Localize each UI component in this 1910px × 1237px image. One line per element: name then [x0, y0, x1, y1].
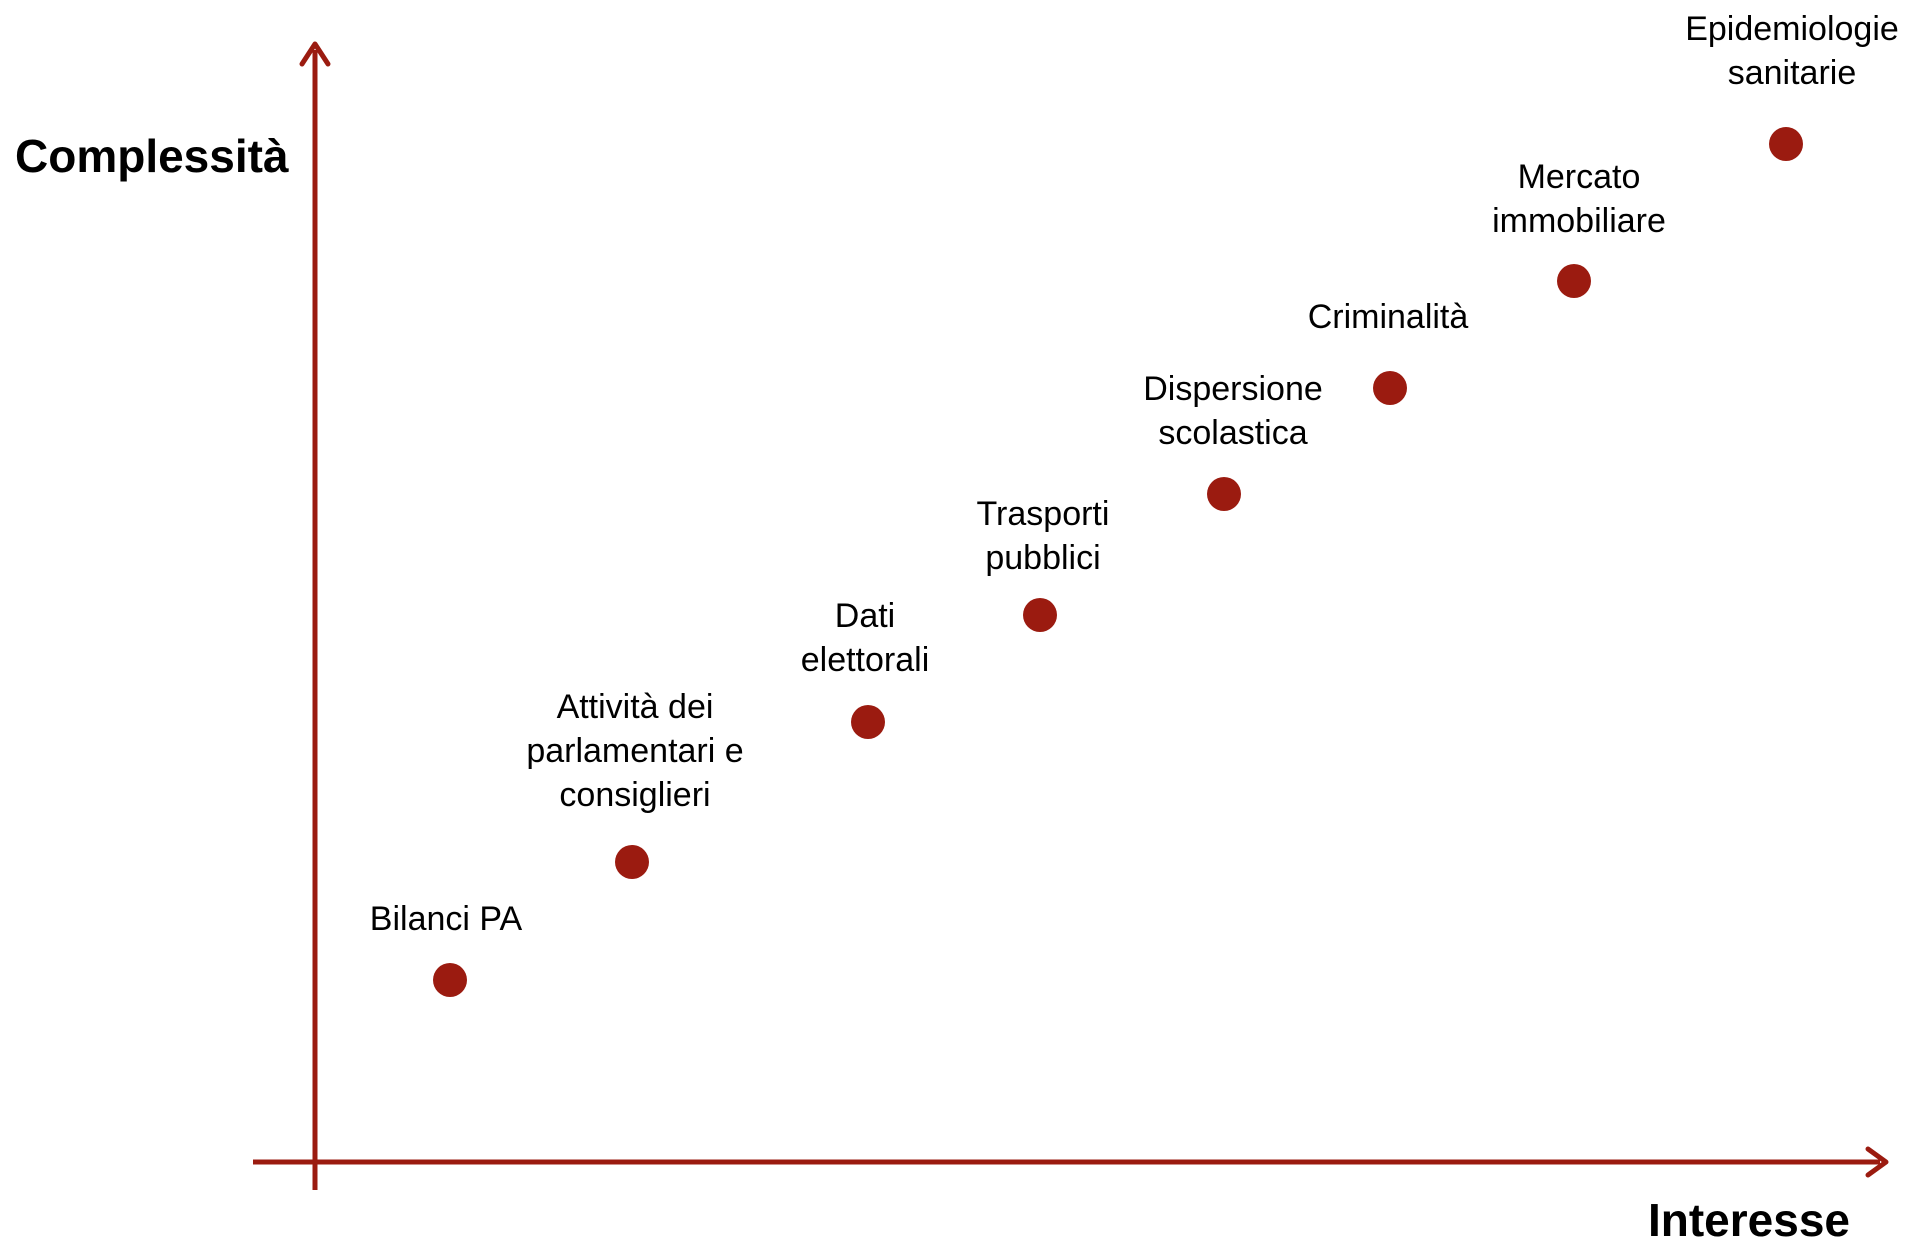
point-marker-criminalita: [1373, 371, 1407, 405]
point-label-trasporti-pubblici: Trasporti pubblici: [977, 495, 1110, 577]
point-label-epidemiologie-sanitarie: Epidemiologie sanitarie: [1685, 10, 1899, 92]
y-axis-title: Complessità: [15, 130, 289, 182]
y-axis-arrowhead: [299, 41, 331, 67]
point-label-line: Attività dei: [557, 688, 714, 726]
point-marker-trasporti-pubblici: [1023, 598, 1057, 632]
point-label-line: pubblici: [985, 539, 1100, 577]
point-label-line: sanitarie: [1728, 54, 1857, 92]
point-label-line: Mercato: [1518, 158, 1641, 196]
point-label-line: Criminalità: [1308, 298, 1469, 336]
point-label-line: Dati: [835, 597, 895, 635]
point-label-bilanci-pa: Bilanci PA: [370, 900, 523, 938]
point-label-line: elettorali: [801, 641, 930, 679]
point-label-line: Epidemiologie: [1685, 10, 1899, 48]
point-marker-mercato-immobiliare: [1557, 264, 1591, 298]
point-label-line: parlamentari e: [526, 732, 743, 770]
point-label-line: Dispersione: [1143, 370, 1323, 408]
point-label-dati-elettorali: Dati elettorali: [801, 597, 930, 679]
x-axis-title: Interesse: [1648, 1194, 1850, 1237]
point-label-dispersione-scolastica: Dispersione scolastica: [1143, 370, 1323, 452]
x-axis-arrowhead: [1865, 1146, 1889, 1178]
point-label-criminalita: Criminalità: [1308, 298, 1469, 336]
point-label-line: immobiliare: [1492, 202, 1666, 240]
point-marker-dispersione-scolastica: [1207, 477, 1241, 511]
point-label-attivita-parlamentari: Attività dei parlamentari e consiglieri: [526, 688, 743, 814]
points-layer: Bilanci PA Attività dei parlamentari e cons…: [370, 10, 1899, 997]
point-label-line: Bilanci PA: [370, 900, 523, 938]
point-label-line: Trasporti: [977, 495, 1110, 533]
point-label-mercato-immobiliare: Mercato immobiliare: [1492, 158, 1666, 240]
point-marker-dati-elettorali: [851, 705, 885, 739]
point-marker-bilanci-pa: [433, 963, 467, 997]
point-label-line: consiglieri: [559, 776, 710, 814]
point-marker-attivita-parlamentari: [615, 845, 649, 879]
point-marker-epidemiologie-sanitarie: [1769, 127, 1803, 161]
point-label-line: scolastica: [1158, 414, 1307, 452]
